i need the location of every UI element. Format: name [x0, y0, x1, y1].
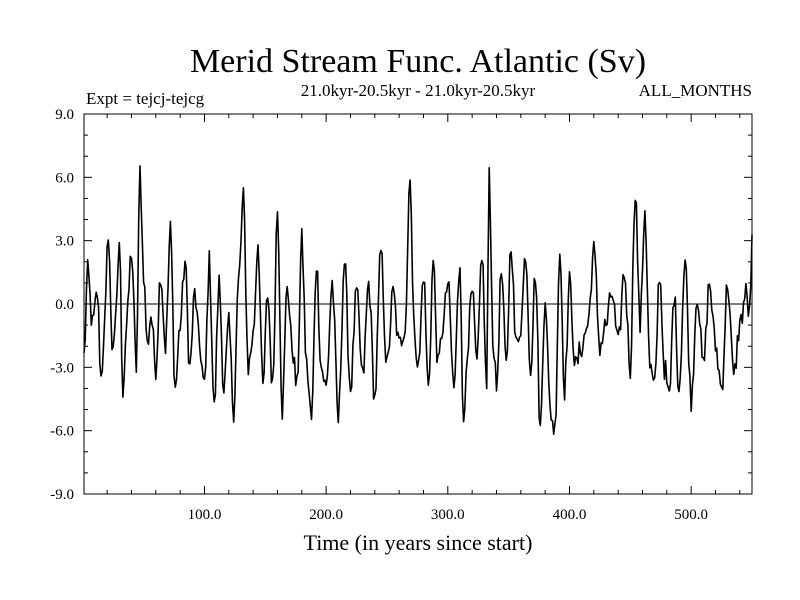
season-label: ALL_MONTHS	[639, 81, 752, 100]
experiment-label: Expt = tejcj-tejcg	[86, 89, 205, 108]
axis-ticks	[84, 113, 752, 495]
x-tick-label: 300.0	[431, 507, 465, 523]
y-tick-label: -9.0	[50, 487, 74, 503]
x-axis-label: Time (in years since start)	[304, 530, 533, 555]
y-tick-label: -6.0	[50, 424, 74, 440]
series-line	[83, 165, 753, 435]
x-tick-label: 500.0	[674, 507, 708, 523]
chart-subtitle: 21.0kyr-20.5kyr - 21.0kyr-20.5kyr	[301, 81, 536, 100]
y-axis-tick-labels: -9.0 -6.0 -3.0 0.0 3.0 6.0 9.0	[50, 107, 74, 503]
y-tick-label: 6.0	[55, 170, 74, 186]
y-tick-label: 9.0	[55, 107, 74, 123]
x-axis-tick-labels: 100.0 200.0 300.0 400.0 500.0	[188, 507, 708, 523]
x-tick-label: 200.0	[309, 507, 343, 523]
y-tick-label: 0.0	[55, 297, 74, 313]
x-tick-label: 400.0	[553, 507, 587, 523]
x-tick-label: 100.0	[188, 507, 222, 523]
y-tick-label: 3.0	[55, 234, 74, 250]
chart-title: Merid Stream Func. Atlantic (Sv)	[190, 43, 646, 80]
y-tick-label: -3.0	[50, 360, 74, 376]
